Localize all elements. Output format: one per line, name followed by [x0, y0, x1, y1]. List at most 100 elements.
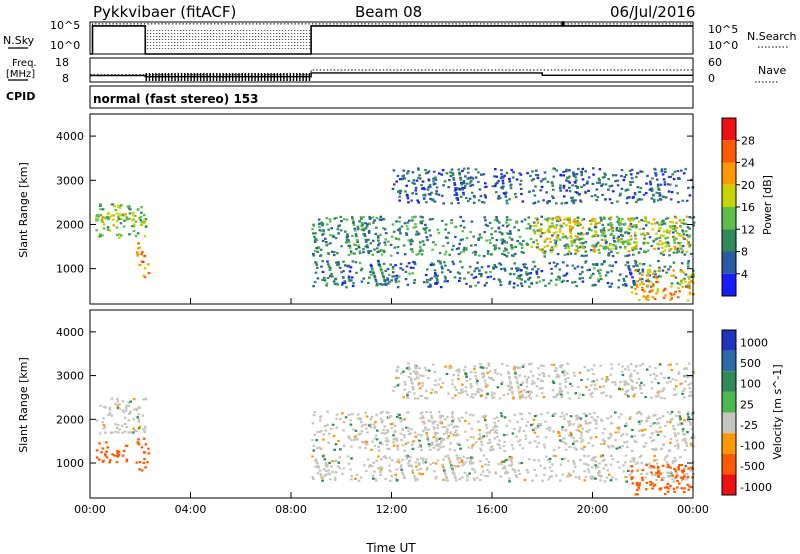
nsky-label: N.Sky [3, 34, 35, 47]
velocity-y-axis-label: Slant Range [km] [17, 357, 30, 453]
colorbar-swatch [722, 371, 736, 392]
y-tick-label: 2000 [56, 218, 84, 231]
nave-line [90, 69, 693, 76]
scatter-region [392, 362, 695, 400]
colorbar-swatch [722, 330, 736, 351]
nsky-line [90, 21, 693, 55]
scatter-region [311, 454, 695, 483]
y-tick-label: 3000 [56, 174, 84, 187]
colorbar-tick-label: 100 [740, 378, 761, 391]
x-tick-label: 04:00 [175, 503, 207, 516]
colorbar-tick-label: 8 [741, 246, 748, 259]
colorbar-swatch [722, 273, 736, 296]
colorbar-swatch [722, 229, 736, 252]
velocity-colorbar-label: Velocity [m s^-1] [771, 364, 784, 459]
freq-label-line1: Freq. [12, 58, 37, 69]
scatter-region [95, 441, 129, 464]
nave-tick-bottom: 0 [708, 72, 715, 85]
colorbar-swatch [722, 474, 736, 495]
colorbar-swatch [722, 251, 736, 274]
frequency-panel: Freq. [MHz] 18 8 60 0 Nave [6, 56, 786, 85]
colorbar-tick-label: 500 [740, 357, 761, 370]
date-title: 06/Jul/2016 [610, 3, 695, 21]
colorbar-tick-label: -1000 [740, 481, 772, 494]
scatter-region [135, 437, 151, 472]
freq-tick-bottom: 8 [62, 72, 69, 85]
y-tick-label: 2000 [56, 413, 84, 426]
beam-title: Beam 08 [355, 3, 422, 21]
y-tick-label: 4000 [56, 130, 84, 143]
y-tick-label: 1000 [56, 263, 84, 276]
colorbar-tick-label: 12 [741, 223, 755, 236]
power-colorbar: 28 24 20 16 12 8 4 Power [dB] [721, 117, 774, 297]
scatter-region [135, 242, 151, 279]
colorbar-swatch [722, 412, 736, 434]
velocity-y-ticks: 1000 2000 3000 4000 [56, 326, 693, 470]
station-title: Pykkvibaer (fitACF) [93, 3, 236, 21]
colorbar-swatch [722, 391, 736, 413]
scatter-region [95, 203, 148, 239]
x-tick-label: 00:00 [677, 503, 709, 516]
scatter-region [391, 167, 695, 205]
x-tick-label: 20:00 [577, 503, 609, 516]
colorbar-tick-label: -100 [740, 440, 765, 453]
colorbar-tick-label: 24 [741, 157, 755, 170]
colorbar-swatch [722, 140, 736, 163]
y-tick-label: 1000 [56, 457, 84, 470]
colorbar-swatch [722, 350, 736, 372]
colorbar-tick-label: 25 [740, 398, 754, 411]
noise-left-tick-bottom: 10^0 [50, 39, 80, 52]
noise-panel: N.Sky 10^5 10^0 10^5 10^0 N.Search [3, 19, 797, 55]
frequency-series [90, 69, 693, 81]
noise-right-tick-bottom: 10^0 [708, 39, 738, 52]
y-tick-label: 4000 [56, 326, 84, 339]
power-x-ticks [89, 298, 694, 304]
x-tick-label: 08:00 [275, 503, 307, 516]
colorbar-swatch [722, 162, 736, 185]
colorbar-swatch [722, 184, 736, 207]
colorbar-tick-label: 16 [741, 201, 755, 214]
colorbar-tick-label: 28 [741, 134, 755, 147]
scatter-region [630, 463, 694, 496]
x-tick-label: 00:00 [74, 503, 106, 516]
frequency-line [90, 72, 693, 78]
colorbar-tick-label: -500 [740, 460, 765, 473]
x-tick-label: 16:00 [476, 503, 508, 516]
x-tick-label: 12:00 [376, 503, 408, 516]
cpid-value: normal (fast stereo) 153 [93, 92, 259, 106]
power-colorbar-label: Power [dB] [761, 175, 774, 235]
y-tick-label: 3000 [56, 370, 84, 383]
colorbar-tick-label: 1000 [740, 336, 768, 349]
power-heatmap [95, 167, 696, 302]
colorbar-swatch [722, 453, 736, 475]
velocity-x-ticks: 00:00 04:00 08:00 12:00 16:00 20:00 00:00 [74, 492, 709, 516]
noise-right-tick-top: 10^5 [708, 23, 738, 36]
colorbar-tick-label: 4 [741, 268, 748, 281]
scatter-region [311, 215, 696, 258]
nave-tick-top: 60 [708, 56, 722, 69]
scatter-region [529, 215, 690, 254]
nsearch-label: N.Search [747, 30, 797, 43]
nsearch-line [90, 23, 693, 55]
freq-tick-top: 18 [55, 56, 69, 69]
nave-label: Nave [758, 64, 786, 77]
scatter-region [312, 259, 695, 289]
noise-left-tick-top: 10^5 [50, 19, 80, 32]
power-y-axis-label: Slant Range [km] [17, 162, 30, 258]
cpid-box [89, 85, 694, 109]
velocity-colorbar: 1000 500 100 25 -25 -100 -500 -1000 Velocity [m… [721, 329, 784, 496]
power-y-ticks: 1000 2000 3000 4000 [56, 130, 693, 276]
scatter-region [630, 268, 695, 302]
colorbar-tick-label: 20 [741, 179, 755, 192]
freq-label-line2: [MHz] [6, 69, 35, 80]
scatter-region [95, 397, 148, 435]
colorbar-swatch [722, 433, 736, 454]
scatter-region [311, 410, 696, 453]
noise-series [90, 21, 693, 55]
colorbar-swatch [722, 118, 736, 141]
scatter-region [95, 211, 146, 227]
velocity-heatmap [95, 362, 696, 496]
cpid-label: CPID [6, 90, 35, 103]
colorbar-frame [721, 329, 737, 496]
